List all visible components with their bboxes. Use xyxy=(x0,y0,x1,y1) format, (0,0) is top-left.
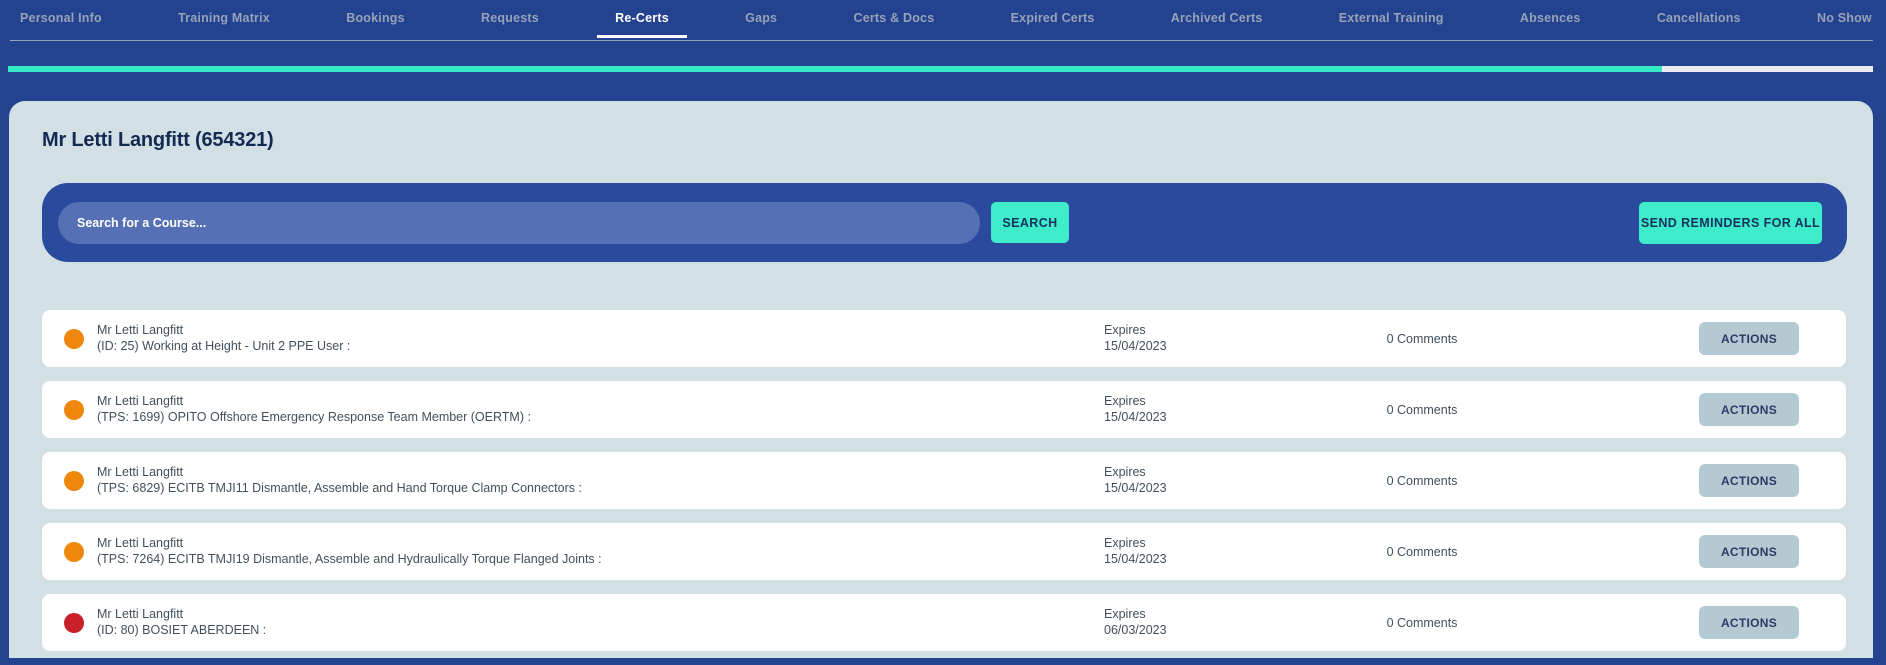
cert-record-list: Mr Letti Langfitt (ID: 25) Working at He… xyxy=(42,310,1846,665)
status-dot xyxy=(64,470,84,491)
tab-re-certs[interactable]: Re-Certs xyxy=(597,11,687,38)
course-name: (ID: 80) BOSIET ABERDEEN : xyxy=(97,622,267,637)
actions-cell: ACTIONS xyxy=(1654,606,1846,639)
tab-expired-certs[interactable]: Expired Certs xyxy=(1010,11,1095,25)
cert-description: Mr Letti Langfitt (ID: 80) BOSIET ABERDE… xyxy=(97,607,1104,638)
expires-date: 06/03/2023 xyxy=(1104,622,1167,637)
actions-cell: ACTIONS xyxy=(1654,322,1846,355)
expiry-info: Expires 15/04/2023 xyxy=(1104,394,1190,425)
cert-description: Mr Letti Langfitt (TPS: 1699) OPITO Offs… xyxy=(97,394,1104,425)
expires-label: Expires xyxy=(1104,394,1146,408)
expires-label: Expires xyxy=(1104,536,1146,550)
actions-button[interactable]: ACTIONS xyxy=(1699,322,1799,355)
expiry-info: Expires 06/03/2023 xyxy=(1104,607,1190,638)
actions-button[interactable]: ACTIONS xyxy=(1699,606,1799,639)
tab-no-show[interactable]: No Show xyxy=(1816,11,1872,25)
comments-count: 0 Comments xyxy=(1386,615,1458,630)
expiry-info: Expires 15/04/2023 xyxy=(1104,465,1190,496)
tab-gaps[interactable]: Gaps xyxy=(745,11,778,25)
tab-bookings[interactable]: Bookings xyxy=(346,11,405,25)
tab-cancellations[interactable]: Cancellations xyxy=(1656,11,1741,25)
expires-label: Expires xyxy=(1104,465,1146,479)
nav-divider-line xyxy=(10,40,1873,41)
tab-absences[interactable]: Absences xyxy=(1519,11,1581,25)
progress-bar-track xyxy=(8,66,1873,72)
status-dot xyxy=(64,399,84,420)
expires-date: 15/04/2023 xyxy=(1104,338,1167,353)
expiry-info: Expires 15/04/2023 xyxy=(1104,536,1190,567)
status-dot xyxy=(64,612,84,633)
cert-row: Mr Letti Langfitt (TPS: 1699) OPITO Offs… xyxy=(42,381,1846,438)
comments-count: 0 Comments xyxy=(1386,331,1458,346)
tab-external-training[interactable]: External Training xyxy=(1338,11,1444,25)
expiry-info: Expires 15/04/2023 xyxy=(1104,323,1190,354)
comments-count: 0 Comments xyxy=(1386,473,1458,488)
top-navigation: Personal Info Training Matrix Bookings R… xyxy=(0,0,1886,38)
course-name: (ID: 25) Working at Height - Unit 2 PPE … xyxy=(97,338,351,353)
cert-row: Mr Letti Langfitt (ID: 80) BOSIET ABERDE… xyxy=(42,594,1846,651)
expires-date: 15/04/2023 xyxy=(1104,409,1167,424)
course-name: (TPS: 1699) OPITO Offshore Emergency Res… xyxy=(97,409,531,424)
tab-training-matrix[interactable]: Training Matrix xyxy=(178,11,270,25)
status-dot xyxy=(64,541,84,562)
trainee-name: Mr Letti Langfitt xyxy=(97,323,184,337)
tab-certs-docs[interactable]: Certs & Docs xyxy=(853,11,935,25)
send-reminders-for-all-button[interactable]: SEND REMINDERS FOR ALL xyxy=(1639,201,1822,244)
course-search-input[interactable] xyxy=(58,201,980,244)
actions-button[interactable]: ACTIONS xyxy=(1699,464,1799,497)
trainee-name: Mr Letti Langfitt xyxy=(97,465,184,479)
course-search-bar: SEARCH SEND REMINDERS FOR ALL xyxy=(42,183,1847,262)
status-dot xyxy=(64,328,84,349)
page-title: Mr Letti Langfitt (654321) xyxy=(42,129,274,151)
trainee-name: Mr Letti Langfitt xyxy=(97,536,184,550)
actions-cell: ACTIONS xyxy=(1654,535,1846,568)
comments-count: 0 Comments xyxy=(1386,544,1458,559)
expires-date: 15/04/2023 xyxy=(1104,551,1167,566)
search-button[interactable]: SEARCH xyxy=(991,202,1069,243)
tab-personal-info[interactable]: Personal Info xyxy=(20,11,102,25)
progress-bar-fill xyxy=(8,66,1663,72)
main-panel: Mr Letti Langfitt (654321) SEARCH SEND R… xyxy=(9,101,1873,658)
cert-description: Mr Letti Langfitt (TPS: 6829) ECITB TMJI… xyxy=(97,465,1104,496)
course-name: (TPS: 6829) ECITB TMJI11 Dismantle, Asse… xyxy=(97,480,582,495)
comments-count: 0 Comments xyxy=(1386,402,1458,417)
actions-cell: ACTIONS xyxy=(1654,464,1846,497)
cert-description: Mr Letti Langfitt (ID: 25) Working at He… xyxy=(97,323,1104,354)
trainee-name: Mr Letti Langfitt xyxy=(97,394,184,408)
cert-description: Mr Letti Langfitt (TPS: 7264) ECITB TMJI… xyxy=(97,536,1104,567)
tab-requests[interactable]: Requests xyxy=(481,11,539,25)
expires-date: 15/04/2023 xyxy=(1104,480,1167,495)
actions-button[interactable]: ACTIONS xyxy=(1699,535,1799,568)
cert-row: Mr Letti Langfitt (TPS: 7264) ECITB TMJI… xyxy=(42,523,1846,580)
expires-label: Expires xyxy=(1104,607,1146,621)
cert-row: Mr Letti Langfitt (TPS: 6829) ECITB TMJI… xyxy=(42,452,1846,509)
trainee-name: Mr Letti Langfitt xyxy=(97,607,184,621)
actions-button[interactable]: ACTIONS xyxy=(1699,393,1799,426)
cert-row: Mr Letti Langfitt (ID: 25) Working at He… xyxy=(42,310,1846,367)
expires-label: Expires xyxy=(1104,323,1146,337)
course-name: (TPS: 7264) ECITB TMJI19 Dismantle, Asse… xyxy=(97,551,602,566)
tab-archived-certs[interactable]: Archived Certs xyxy=(1170,11,1263,25)
actions-cell: ACTIONS xyxy=(1654,393,1846,426)
